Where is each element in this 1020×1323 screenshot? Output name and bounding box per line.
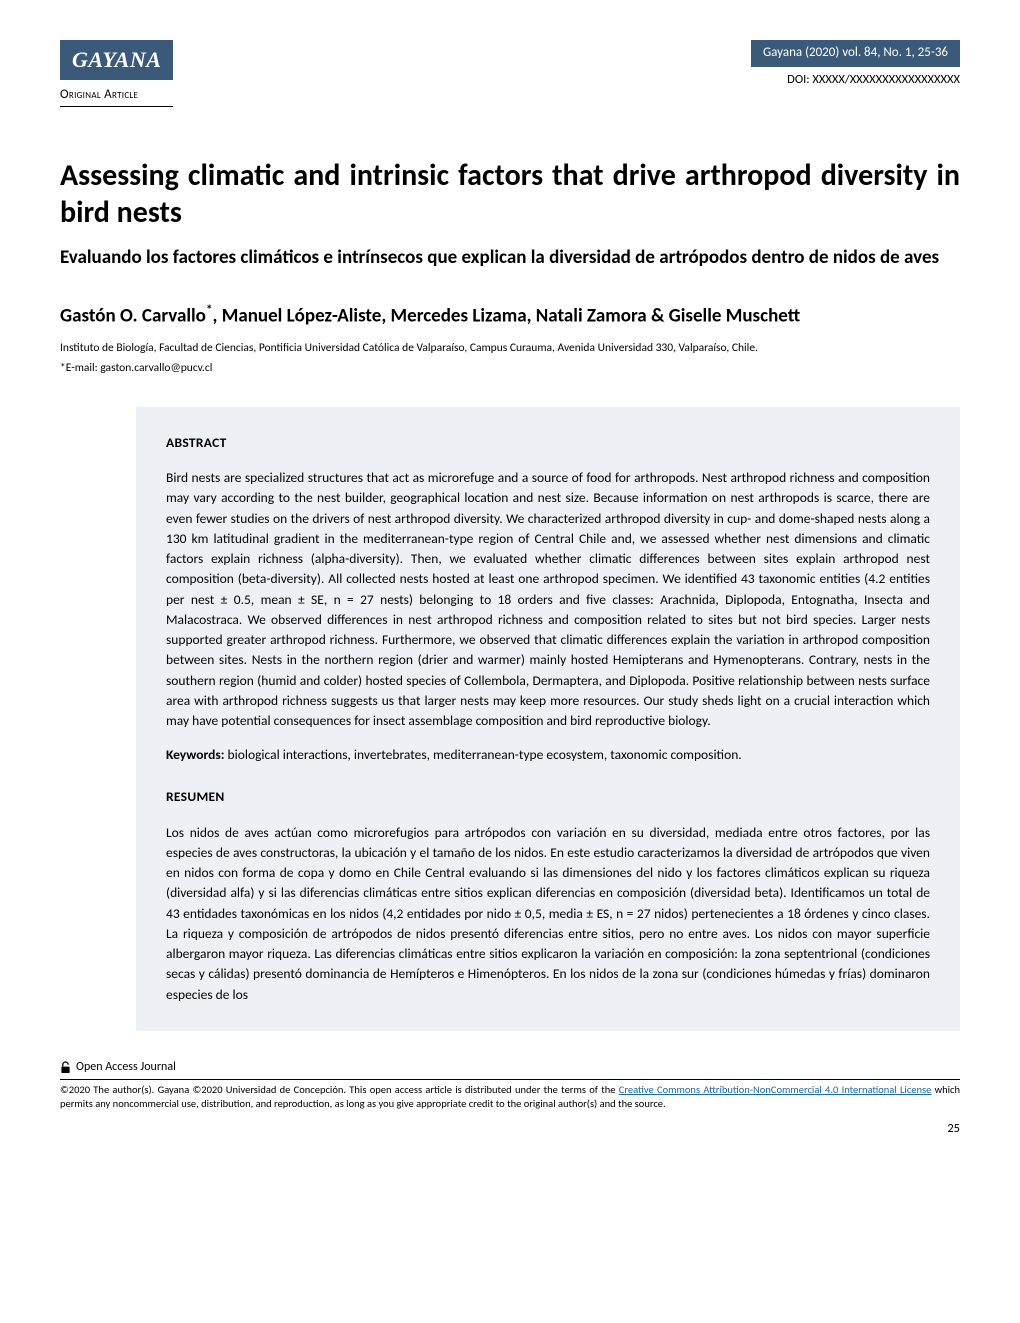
page-number: 25 — [60, 1120, 960, 1138]
article-title: Assessing climatic and intrinsic factors… — [60, 157, 960, 232]
journal-badge: GAYANA — [60, 40, 173, 80]
open-access-text: Open Access Journal — [76, 1059, 176, 1076]
corresponding-email: *E-mail: gaston.carvallo@pucv.cl — [60, 360, 960, 377]
authors-list: Gastón O. Carvallo*, Manuel López-Aliste… — [60, 300, 960, 330]
abstract-body: Bird nests are specialized structures th… — [166, 468, 930, 731]
header-right: Gayana (2020) vol. 84, No. 1, 25-36 DOI:… — [751, 40, 960, 89]
header-left: GAYANA Original Article — [60, 40, 173, 107]
resumen-heading: RESUMEN — [166, 787, 930, 807]
article-type-label: Original Article — [60, 86, 173, 107]
abstract-block: ABSTRACT Bird nests are specialized stru… — [136, 407, 960, 1031]
affiliation-text: Instituto de Biología, Facultad de Cienc… — [60, 340, 960, 357]
citation-box: Gayana (2020) vol. 84, No. 1, 25-36 — [751, 40, 960, 67]
doi-text: DOI: XXXXX/XXXXXXXXXXXXXXXXX — [751, 71, 960, 89]
copyright-text: ©2020 The author(s). Gayana ©2020 Univer… — [60, 1083, 960, 1111]
article-subtitle: Evaluando los factores climáticos e intr… — [60, 246, 960, 271]
copyright-prefix: ©2020 The author(s). Gayana ©2020 Univer… — [60, 1083, 619, 1096]
license-link[interactable]: Creative Commons Attribution-NonCommerci… — [619, 1083, 932, 1096]
open-access-line: Open Access Journal — [60, 1059, 960, 1080]
keywords-label: Keywords: — [166, 746, 224, 763]
page-footer: Open Access Journal ©2020 The author(s).… — [60, 1059, 960, 1138]
resumen-body: Los nidos de aves actúan como microrefug… — [166, 823, 930, 1005]
page-header: GAYANA Original Article Gayana (2020) vo… — [60, 40, 960, 107]
keywords-text: biological interactions, invertebrates, … — [224, 746, 741, 763]
abstract-heading: ABSTRACT — [166, 433, 930, 453]
keywords-line: Keywords: biological interactions, inver… — [166, 745, 930, 765]
open-lock-icon — [60, 1061, 71, 1074]
